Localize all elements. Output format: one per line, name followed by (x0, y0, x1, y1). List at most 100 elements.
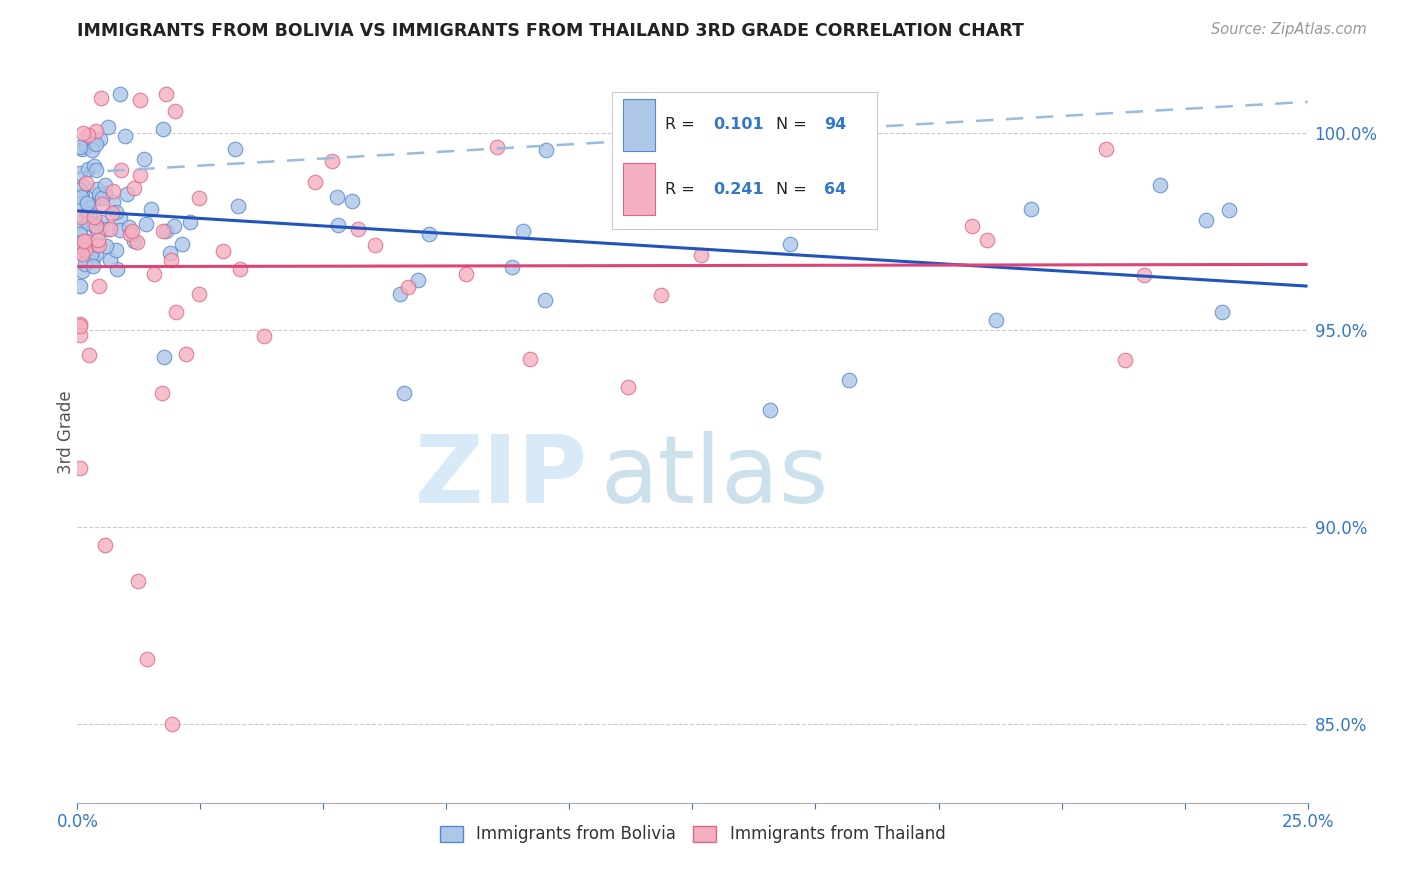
Point (80, 247, 103, 261)
Point (83, 210, 105, 224)
Point (170, 237, 193, 252)
Point (118, 227, 141, 242)
Point (76, 216, 98, 230)
Point (69, 460, 91, 475)
Point (76, 234, 98, 248)
Point (780, 202, 803, 217)
Point (1019, 202, 1042, 217)
Point (224, 142, 246, 156)
Point (617, 380, 640, 394)
Point (82, 143, 104, 157)
Point (1114, 353, 1136, 368)
Point (122, 235, 145, 249)
Point (392, 386, 415, 401)
Point (163, 219, 186, 233)
Text: Source: ZipAtlas.com: Source: ZipAtlas.com (1211, 22, 1367, 37)
Point (87, 190, 110, 204)
Point (89, 186, 111, 201)
Point (125, 235, 148, 249)
Point (72, 246, 94, 260)
Point (69, 139, 91, 153)
Point (69, 227, 91, 242)
Point (105, 262, 128, 277)
Point (70, 235, 93, 250)
Point (72, 179, 94, 194)
Point (75, 176, 97, 190)
Point (960, 219, 983, 233)
Point (73, 256, 96, 270)
Point (82, 137, 104, 152)
Point (110, 162, 132, 177)
Point (132, 152, 155, 166)
Point (89, 132, 111, 146)
Point (77, 200, 100, 214)
Point (118, 219, 141, 234)
Point (519, 352, 541, 367)
Point (536, 143, 558, 157)
Point (86, 238, 108, 252)
Point (321, 154, 343, 169)
Point (84, 136, 107, 151)
Point (76, 195, 98, 210)
Point (650, 288, 672, 302)
Point (105, 205, 128, 219)
Point (179, 215, 201, 229)
Point (152, 224, 174, 238)
Point (389, 286, 412, 301)
Point (84, 163, 107, 178)
Point (103, 184, 125, 198)
Point (97, 120, 120, 134)
Point (976, 233, 998, 247)
Point (84, 219, 107, 234)
Point (110, 211, 132, 226)
Point (86, 182, 108, 196)
Point (141, 202, 163, 217)
Y-axis label: 3rd Grade: 3rd Grade (58, 391, 75, 475)
Point (152, 121, 174, 136)
Point (326, 218, 349, 232)
Point (94, 538, 117, 552)
Point (689, 248, 711, 262)
Point (69, 195, 91, 210)
Point (153, 350, 176, 364)
Point (77, 128, 100, 142)
Point (143, 267, 166, 281)
Point (98, 222, 121, 236)
Point (70, 263, 93, 277)
Point (70, 190, 93, 204)
Point (304, 175, 326, 189)
Point (501, 260, 523, 275)
Point (418, 227, 440, 241)
Point (82, 259, 104, 273)
Point (84, 247, 107, 261)
Point (72, 142, 94, 156)
Point (108, 222, 131, 236)
Point (79, 206, 101, 220)
Point (188, 287, 211, 301)
Point (101, 195, 124, 210)
Point (160, 717, 183, 731)
Point (127, 574, 149, 589)
Point (340, 194, 363, 208)
Point (101, 206, 124, 220)
Point (1195, 213, 1218, 227)
Point (1211, 305, 1233, 319)
Point (77, 162, 100, 177)
Point (72, 246, 94, 260)
Point (77, 348, 100, 362)
Point (1132, 268, 1154, 283)
Point (84, 218, 107, 232)
Text: atlas: atlas (600, 431, 828, 523)
Point (534, 293, 557, 307)
Point (326, 190, 349, 204)
Point (253, 329, 276, 343)
Point (136, 652, 159, 666)
Point (69, 235, 91, 250)
Point (512, 224, 534, 238)
Point (779, 236, 801, 251)
Point (72, 126, 94, 140)
Point (73, 234, 96, 248)
Point (110, 87, 132, 101)
Point (84, 219, 107, 233)
Point (128, 168, 150, 182)
